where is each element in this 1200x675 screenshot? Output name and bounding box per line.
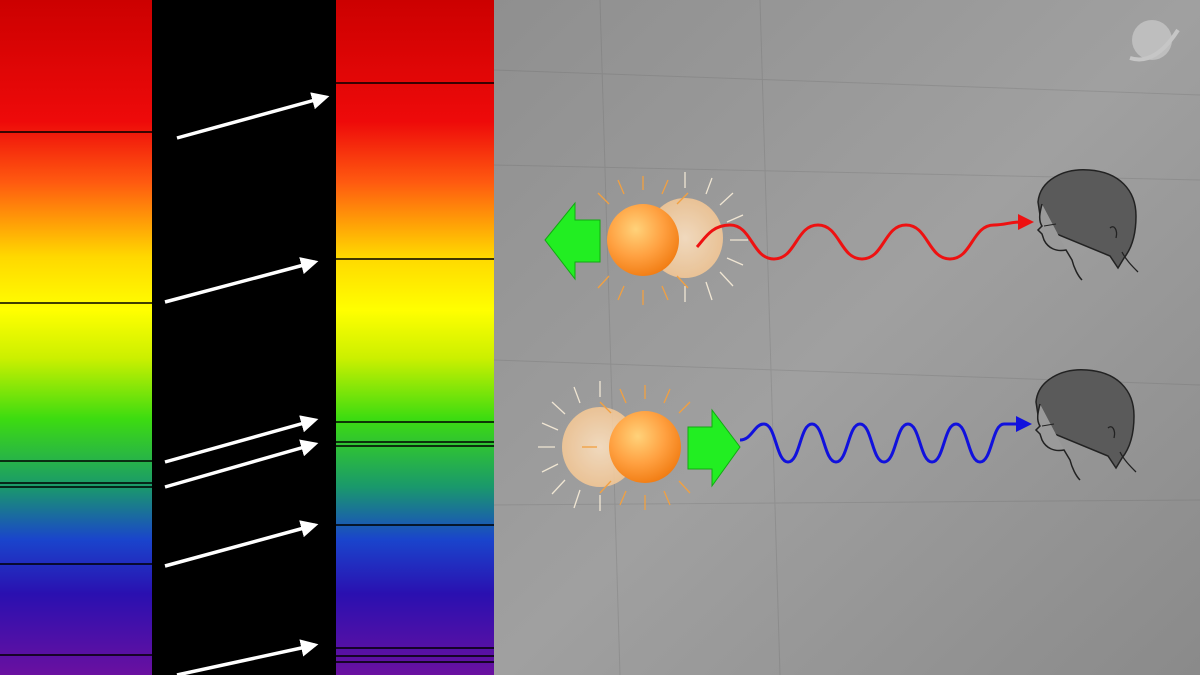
planet-logo-icon <box>1129 20 1180 62</box>
shift-arrow <box>176 639 319 675</box>
observer-head-icon <box>1034 369 1137 481</box>
blue-wave <box>739 422 1018 464</box>
blue-wave-arrowhead <box>1016 416 1032 432</box>
observer-head-icon <box>1036 169 1139 281</box>
reference-absorption-lines <box>0 131 152 656</box>
star-icon <box>580 176 689 305</box>
motion-arrow-left-icon <box>544 201 601 281</box>
shifted-spectrum <box>336 0 494 675</box>
doppler-scene <box>493 0 1200 675</box>
shift-arrow <box>164 439 319 489</box>
shift-arrows-panel <box>152 0 336 675</box>
shift-arrow <box>164 415 319 464</box>
red-wave-arrowhead <box>1018 214 1034 230</box>
star-icon <box>582 385 691 510</box>
shifted-absorption-lines <box>336 82 494 663</box>
motion-arrow-right-icon <box>687 408 741 488</box>
red-wave <box>695 220 1021 261</box>
approaching-source-row <box>538 369 1137 511</box>
receding-source-row <box>544 169 1139 305</box>
reference-spectrum <box>0 0 152 675</box>
shift-arrow <box>164 257 319 304</box>
shift-arrow <box>164 520 319 568</box>
shift-arrow <box>176 92 330 140</box>
